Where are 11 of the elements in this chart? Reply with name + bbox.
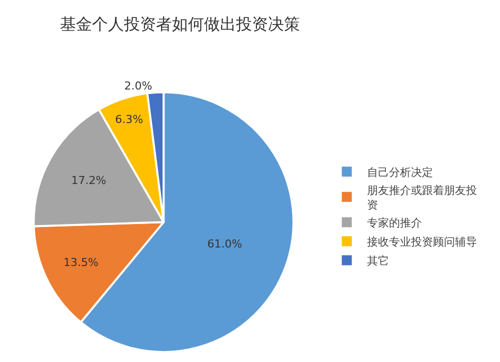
- legend-label: 接收专业投资顾问辅导: [366, 235, 477, 248]
- legend-label: 其它: [366, 254, 389, 268]
- data-label: 13.5%: [64, 256, 98, 270]
- legend-label: 自己分析决定: [366, 166, 433, 179]
- legend-label: 朋友推介或跟着朋友投资: [366, 184, 477, 212]
- data-label: 2.0%: [124, 80, 152, 93]
- data-label: 6.3%: [115, 112, 144, 126]
- data-label: 17.2%: [71, 174, 106, 187]
- legend-label: 专家的推介: [366, 216, 422, 230]
- data-label: 61.0%: [207, 238, 242, 251]
- chart-title: 基金个人投资者如何做出投资决策: [60, 14, 300, 34]
